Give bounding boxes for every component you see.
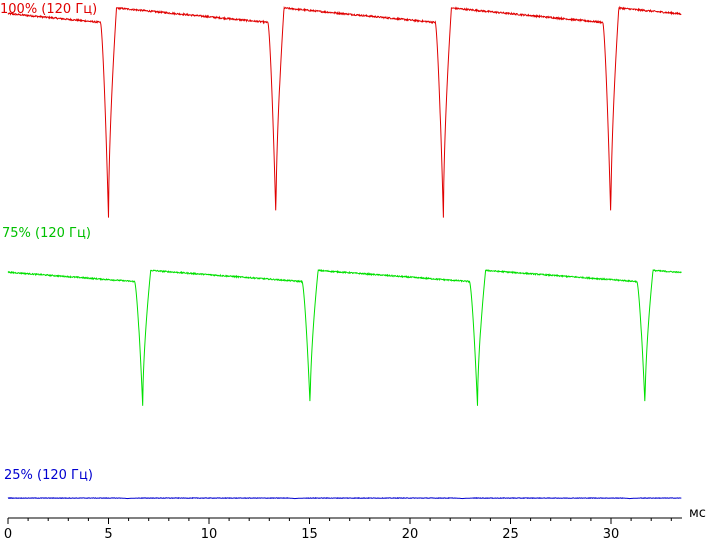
series-line-2: [7, 496, 682, 500]
x-axis-unit-label: мс: [689, 506, 706, 521]
series-label-25: 25% (120 Гц): [4, 468, 93, 483]
series-labels: 100% (120 Гц) 75% (120 Гц) 25% (120 Гц): [0, 2, 97, 483]
x-tick-label-5: 5: [104, 527, 112, 539]
x-axis: [7, 517, 682, 524]
x-tick-label-15: 15: [301, 527, 318, 539]
x-tick-label-0: 0: [4, 527, 12, 539]
series-line-1: [7, 268, 682, 406]
x-tick-label-30: 30: [603, 527, 620, 539]
x-tick-label-10: 10: [201, 527, 218, 539]
series-label-100: 100% (120 Гц): [0, 2, 97, 17]
series-line-0: [7, 5, 682, 218]
x-tick-label-25: 25: [502, 527, 519, 539]
series-layer: [7, 5, 682, 500]
x-tick-label-20: 20: [402, 527, 419, 539]
series-label-75: 75% (120 Гц): [2, 226, 91, 241]
